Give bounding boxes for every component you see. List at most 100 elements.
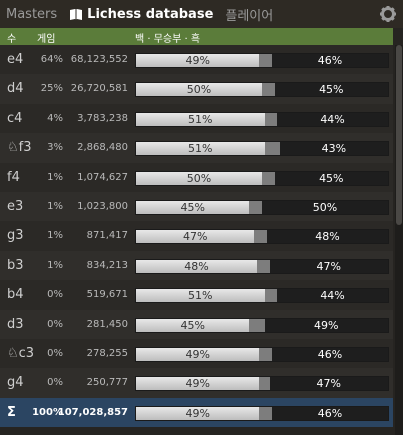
move-percentage: 3% bbox=[47, 142, 63, 154]
black-win-segment: 43% bbox=[279, 142, 388, 156]
table-row[interactable]: ♘c3 0% 278,255 49% 46% bbox=[0, 338, 393, 369]
draw-segment bbox=[264, 112, 278, 126]
move-percentage: 100% bbox=[32, 406, 63, 418]
black-win-segment: 46% bbox=[272, 54, 388, 67]
move-percentage: 1% bbox=[47, 230, 63, 242]
tab-masters-label: Masters bbox=[6, 6, 58, 22]
scrollbar[interactable] bbox=[395, 45, 403, 435]
move-percentage: 0% bbox=[47, 318, 63, 330]
header-result: 백 · 무승부 · 흑 bbox=[135, 34, 201, 45]
scrollbar-thumb[interactable] bbox=[396, 45, 402, 225]
result-bar[interactable]: 45% 49% bbox=[135, 317, 389, 333]
white-win-segment: 50% bbox=[136, 83, 262, 97]
table-row[interactable]: b4 0% 519,671 51% 44% bbox=[0, 280, 393, 310]
game-count: 1,074,627 bbox=[77, 171, 128, 183]
draw-segment bbox=[254, 230, 268, 244]
white-win-segment: 45% bbox=[136, 200, 250, 214]
gear-icon[interactable] bbox=[379, 5, 397, 23]
black-win-segment: 50% bbox=[261, 200, 388, 214]
table-row[interactable]: g4 0% 250,777 49% 47% bbox=[0, 368, 393, 398]
black-win-segment: 44% bbox=[277, 289, 388, 303]
move-label: b4 bbox=[7, 287, 24, 303]
white-win-segment: 49% bbox=[136, 377, 260, 391]
result-bar[interactable]: 50% 45% bbox=[135, 170, 389, 186]
move-label: Σ bbox=[7, 404, 16, 420]
move-percentage: 1% bbox=[47, 171, 63, 183]
table-row[interactable]: c4 4% 3,783,238 51% 44% bbox=[0, 103, 393, 134]
draw-segment bbox=[249, 318, 265, 332]
black-win-segment: 47% bbox=[269, 377, 388, 391]
draw-segment bbox=[262, 171, 275, 185]
result-bar[interactable]: 49% 46% bbox=[135, 346, 389, 362]
result-bar[interactable]: 50% 45% bbox=[135, 82, 389, 98]
table-row[interactable]: e4 64% 68,123,552 49% 46% bbox=[0, 45, 393, 75]
result-bar[interactable]: 48% 47% bbox=[135, 258, 389, 274]
table-row[interactable]: b3 1% 834,213 48% 47% bbox=[0, 250, 393, 281]
white-win-segment: 45% bbox=[136, 318, 250, 332]
table-row[interactable]: d3 0% 281,450 45% 49% bbox=[0, 309, 393, 339]
tab-player[interactable]: 플레이어 bbox=[219, 0, 279, 28]
white-win-segment: 49% bbox=[136, 406, 260, 420]
total-row[interactable]: Σ 100% 107,028,857 49% 46% bbox=[0, 397, 393, 428]
move-label: b3 bbox=[7, 257, 24, 273]
result-bar[interactable]: 49% 47% bbox=[135, 376, 389, 392]
table-row[interactable]: d4 25% 26,720,581 50% 45% bbox=[0, 74, 393, 104]
header-games: 게임 bbox=[37, 34, 56, 45]
white-win-segment: 51% bbox=[136, 112, 265, 126]
game-count: 834,213 bbox=[86, 259, 128, 271]
result-bar[interactable]: 47% 48% bbox=[135, 229, 389, 245]
move-label: f4 bbox=[7, 169, 20, 185]
book-icon bbox=[70, 8, 83, 20]
move-percentage: 0% bbox=[47, 377, 63, 389]
move-label: e4 bbox=[7, 52, 24, 67]
draw-segment bbox=[256, 259, 270, 273]
white-win-segment: 51% bbox=[136, 142, 265, 156]
result-bar[interactable]: 51% 44% bbox=[135, 111, 389, 127]
move-percentage: 64% bbox=[40, 54, 63, 65]
move-label: g4 bbox=[7, 375, 24, 391]
table-row[interactable]: e3 1% 1,023,800 45% 50% bbox=[0, 191, 393, 222]
game-count: 281,450 bbox=[86, 318, 128, 330]
move-percentage: 4% bbox=[47, 112, 63, 124]
game-count: 107,028,857 bbox=[57, 406, 128, 418]
table-row[interactable]: g3 1% 871,417 47% 48% bbox=[0, 221, 393, 251]
white-win-segment: 50% bbox=[136, 171, 262, 185]
table-row[interactable]: f4 1% 1,074,627 50% 45% bbox=[0, 162, 393, 192]
draw-segment bbox=[259, 347, 273, 361]
white-win-segment: 47% bbox=[136, 230, 255, 244]
black-win-segment: 48% bbox=[267, 230, 388, 244]
tab-lichess-label: Lichess database bbox=[87, 6, 214, 22]
result-bar[interactable]: 51% 43% bbox=[135, 141, 389, 157]
explorer-tabs: Masters Lichess database 플레이어 bbox=[0, 0, 403, 28]
move-percentage: 0% bbox=[47, 347, 63, 359]
move-percentage: 1% bbox=[47, 200, 63, 212]
result-bar[interactable]: 45% 50% bbox=[135, 199, 389, 215]
result-bar[interactable]: 49% 46% bbox=[135, 53, 389, 68]
move-label: ♘c3 bbox=[7, 345, 35, 361]
move-percentage: 25% bbox=[40, 83, 63, 95]
black-win-segment: 44% bbox=[277, 112, 388, 126]
black-win-segment: 46% bbox=[272, 347, 388, 361]
game-count: 278,255 bbox=[86, 347, 128, 359]
draw-segment bbox=[259, 406, 273, 420]
table-header: 수 게임 백 · 무승부 · 흑 bbox=[0, 28, 393, 45]
game-count: 3,783,238 bbox=[77, 112, 128, 124]
draw-segment bbox=[249, 200, 262, 214]
result-bar[interactable]: 51% 44% bbox=[135, 288, 389, 304]
tab-player-label: 플레이어 bbox=[225, 8, 274, 24]
game-count: 68,123,552 bbox=[70, 54, 128, 65]
result-bar[interactable]: 49% 46% bbox=[135, 405, 389, 421]
move-label: g3 bbox=[7, 228, 24, 244]
white-win-segment: 51% bbox=[136, 289, 265, 303]
game-count: 26,720,581 bbox=[70, 83, 128, 95]
black-win-segment: 46% bbox=[272, 406, 388, 420]
black-win-segment: 45% bbox=[274, 171, 388, 185]
move-label: c4 bbox=[7, 110, 23, 126]
draw-segment bbox=[264, 142, 280, 156]
move-label: e3 bbox=[7, 198, 24, 214]
table-row[interactable]: ♘f3 3% 2,868,480 51% 43% bbox=[0, 133, 393, 163]
tab-masters[interactable]: Masters bbox=[0, 0, 63, 28]
game-count: 871,417 bbox=[86, 230, 128, 242]
white-win-segment: 48% bbox=[136, 259, 257, 273]
tab-lichess[interactable]: Lichess database bbox=[63, 0, 219, 28]
